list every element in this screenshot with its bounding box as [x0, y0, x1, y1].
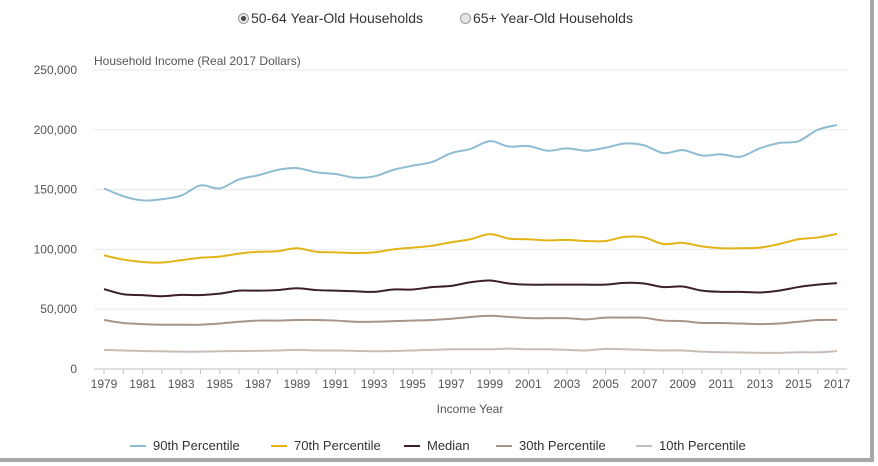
x-tick-label: 1991 — [322, 377, 349, 391]
x-tick-label: 2011 — [708, 377, 734, 391]
toggle-label: 65+ Year-Old Households — [473, 10, 633, 26]
legend-label: 30th Percentile — [519, 438, 606, 453]
x-tick-label: 1979 — [91, 377, 118, 391]
x-tick-label: 1985 — [206, 377, 233, 391]
x-tick-label: 1981 — [129, 377, 156, 391]
toggle-50-64-households[interactable]: 50-64 Year-Old Households — [238, 8, 423, 28]
x-tick-label: 2013 — [746, 377, 773, 391]
x-tick-label: 2017 — [824, 377, 851, 391]
gridlines — [94, 69, 847, 310]
legend-item-30th-percentile[interactable]: 30th Percentile — [496, 438, 606, 453]
y-tick-label: 200,000 — [34, 123, 78, 137]
x-tick-label: 1997 — [438, 377, 465, 391]
radio-selected-icon[interactable] — [238, 12, 249, 24]
toggle-65-plus-households[interactable]: 65+ Year-Old Households — [460, 8, 633, 28]
toggle-label: 50-64 Year-Old Households — [251, 10, 424, 26]
x-tick-label: 1999 — [476, 377, 503, 391]
x-tick-label: 1989 — [284, 377, 311, 391]
x-tick-label: 2007 — [631, 377, 658, 391]
chart-legend: 90th Percentile 70th Percentile Median 30th… — [0, 438, 878, 456]
x-tick-label: 1995 — [399, 377, 426, 391]
y-tick-label: 250,000 — [34, 63, 78, 77]
x-axis-label: Income Year — [437, 402, 504, 416]
legend-swatch — [271, 444, 287, 447]
y-axis-label: Household Income (Real 2017 Dollars) — [94, 54, 301, 68]
legend-item-10th-percentile[interactable]: 10th Percentile — [636, 438, 746, 453]
legend-swatch — [130, 444, 146, 447]
series-line-30th-percentile[interactable] — [103, 314, 838, 326]
legend-swatch — [636, 444, 652, 447]
line-chart: Household Income (Real 2017 Dollars) 0 50… — [34, 54, 851, 416]
series-line-90th-percentile[interactable] — [103, 124, 838, 202]
x-tick-label: 2005 — [592, 377, 619, 391]
legend-label: 10th Percentile — [659, 438, 746, 453]
x-tick-label: 1987 — [245, 377, 272, 391]
x-tick-label: 2015 — [785, 377, 812, 391]
legend-item-median[interactable]: Median — [404, 438, 470, 453]
series-line-median[interactable] — [103, 279, 838, 298]
x-tick-label: 2003 — [554, 377, 581, 391]
y-axis-ticks: 0 50,000 100,000 150,000 200,000 250,000 — [34, 63, 78, 376]
legend-label: 70th Percentile — [294, 438, 381, 453]
legend-item-90th-percentile[interactable]: 90th Percentile — [130, 438, 240, 453]
series-line-70th-percentile[interactable] — [103, 232, 838, 264]
y-tick-label: 150,000 — [34, 183, 78, 197]
y-tick-label: 0 — [70, 362, 77, 376]
y-tick-label: 50,000 — [40, 302, 77, 316]
x-tick-label: 1993 — [361, 377, 388, 391]
legend-label: Median — [427, 438, 470, 453]
legend-swatch — [496, 444, 512, 447]
y-tick-label: 100,000 — [34, 242, 78, 256]
x-tick-label: 1983 — [168, 377, 195, 391]
legend-label: 90th Percentile — [153, 438, 240, 453]
series-line-10th-percentile[interactable] — [103, 347, 838, 354]
x-axis: 1979 1981 1983 1985 1987 1989 1991 1993 1995 1997… — [91, 368, 851, 391]
x-tick-label: 2001 — [515, 377, 542, 391]
x-tick-label: 2009 — [669, 377, 696, 391]
legend-swatch — [404, 444, 420, 447]
series-lines — [103, 124, 838, 354]
legend-item-70th-percentile[interactable]: 70th Percentile — [271, 438, 381, 453]
radio-unselected-icon[interactable] — [460, 12, 471, 24]
